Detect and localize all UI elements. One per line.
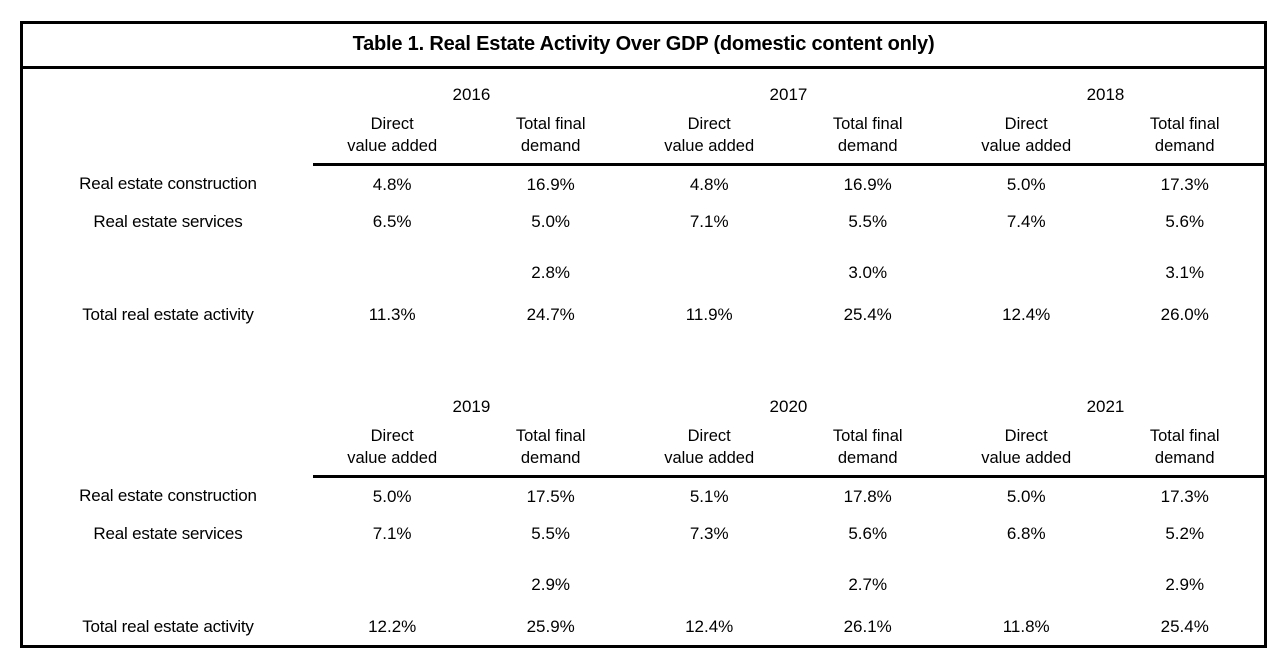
data-cell: 17.5% bbox=[526, 486, 575, 506]
data-cell bbox=[947, 240, 1106, 296]
real-estate-gdp-table: Table 1. Real Estate Activity Over GDP (… bbox=[20, 21, 1267, 648]
data-cell: 2.9% bbox=[531, 575, 571, 594]
column-header-total: Total final demand bbox=[1105, 109, 1264, 166]
column-header-total: Total final demand bbox=[471, 421, 630, 478]
data-cell: 24.7% bbox=[526, 304, 575, 324]
data-cell: 12.2% bbox=[368, 616, 417, 636]
data-cell: 11.8% bbox=[1002, 616, 1050, 636]
data-cell: 5.2% bbox=[1165, 523, 1205, 543]
year-header: 2019 bbox=[452, 397, 491, 416]
table-row-total: Total real estate activity 11.3% 24.7% 1… bbox=[23, 296, 1264, 333]
data-cell: 5.5% bbox=[848, 211, 888, 231]
column-header-total: Total final demand bbox=[788, 109, 947, 166]
empty-cell bbox=[23, 421, 313, 477]
data-cell bbox=[630, 240, 789, 296]
row-label bbox=[23, 552, 313, 608]
table-row-services: Real estate services 6.5% 5.0% 7.1% 5.5%… bbox=[23, 203, 1264, 240]
year-header: 2018 bbox=[1086, 85, 1125, 104]
row-label: Real estate services bbox=[93, 211, 243, 231]
data-cell: 5.1% bbox=[689, 486, 729, 506]
row-label bbox=[23, 240, 313, 296]
column-header-row: Direct value added Total final demand Di… bbox=[23, 421, 1264, 478]
data-cell: 11.3% bbox=[368, 304, 416, 324]
data-cell: 5.0% bbox=[531, 211, 571, 231]
data-cell: 2.9% bbox=[1165, 575, 1205, 594]
data-cell: 5.6% bbox=[1165, 211, 1205, 231]
empty-cell bbox=[23, 69, 313, 109]
data-cell: 16.9% bbox=[843, 174, 892, 194]
data-cell: 3.1% bbox=[1165, 263, 1205, 282]
year-header: 2016 bbox=[452, 85, 491, 104]
data-cell bbox=[313, 552, 472, 608]
data-cell: 2.8% bbox=[531, 263, 571, 282]
column-header-direct: Direct value added bbox=[312, 421, 472, 478]
table-row-services: Real estate services 7.1% 5.5% 7.3% 5.6%… bbox=[23, 515, 1264, 552]
data-cell: 5.0% bbox=[1006, 174, 1046, 194]
data-cell: 25.4% bbox=[843, 304, 892, 324]
column-header-direct: Direct value added bbox=[946, 109, 1106, 166]
column-header-row: Direct value added Total final demand Di… bbox=[23, 109, 1264, 166]
column-header-total: Total final demand bbox=[788, 421, 947, 478]
data-cell: 5.6% bbox=[848, 523, 888, 543]
table-row-construction: Real estate construction 5.0% 17.5% 5.1%… bbox=[23, 477, 1264, 516]
table-row-unlabeled: 2.8% 3.0% 3.1% bbox=[23, 240, 1264, 296]
data-cell: 4.8% bbox=[372, 174, 412, 194]
year-header: 2020 bbox=[769, 397, 808, 416]
column-header-direct: Direct value added bbox=[629, 109, 789, 166]
data-cell: 7.3% bbox=[689, 523, 729, 543]
data-cell: 25.4% bbox=[1160, 616, 1209, 636]
year-header: 2017 bbox=[769, 85, 808, 104]
row-label: Real estate construction bbox=[79, 173, 257, 193]
column-header-direct: Direct value added bbox=[312, 109, 472, 166]
empty-cell bbox=[23, 381, 313, 421]
row-label: Total real estate activity bbox=[82, 304, 254, 324]
data-cell: 26.1% bbox=[843, 616, 892, 636]
year-header: 2021 bbox=[1086, 397, 1125, 416]
data-cell: 5.0% bbox=[1006, 486, 1046, 506]
data-cell: 5.5% bbox=[531, 523, 571, 543]
data-cell bbox=[313, 240, 472, 296]
table-row-construction: Real estate construction 4.8% 16.9% 4.8%… bbox=[23, 165, 1264, 204]
data-cell bbox=[947, 552, 1106, 608]
data-cell bbox=[630, 552, 789, 608]
data-cell: 6.8% bbox=[1006, 523, 1046, 543]
row-label: Real estate construction bbox=[79, 485, 257, 505]
data-cell: 7.1% bbox=[689, 211, 729, 231]
data-table: 2016 2017 2018 Direct value added Total … bbox=[23, 69, 1264, 645]
data-cell: 17.3% bbox=[1160, 486, 1209, 506]
data-cell: 17.8% bbox=[843, 486, 892, 506]
data-cell: 2.7% bbox=[848, 575, 888, 594]
data-cell: 7.1% bbox=[372, 523, 412, 543]
spacer-cell bbox=[23, 333, 1264, 381]
data-cell: 4.8% bbox=[689, 174, 729, 194]
column-header-total: Total final demand bbox=[471, 109, 630, 166]
data-cell: 25.9% bbox=[526, 616, 575, 636]
table-title: Table 1. Real Estate Activity Over GDP (… bbox=[23, 24, 1264, 69]
column-header-total: Total final demand bbox=[1105, 421, 1264, 478]
year-header-row: 2019 2020 2021 bbox=[23, 381, 1264, 421]
data-cell: 16.9% bbox=[526, 174, 575, 194]
data-cell: 12.4% bbox=[685, 616, 734, 636]
data-cell: 26.0% bbox=[1160, 304, 1209, 324]
row-label: Real estate services bbox=[93, 523, 243, 543]
column-header-direct: Direct value added bbox=[629, 421, 789, 478]
data-cell: 3.0% bbox=[848, 263, 888, 282]
data-cell: 17.3% bbox=[1160, 174, 1209, 194]
data-cell: 7.4% bbox=[1006, 211, 1046, 231]
data-cell: 11.9% bbox=[685, 304, 733, 324]
data-cell: 5.0% bbox=[372, 486, 412, 506]
empty-cell bbox=[23, 109, 313, 165]
table-row-total: Total real estate activity 12.2% 25.9% 1… bbox=[23, 608, 1264, 645]
row-label: Total real estate activity bbox=[82, 616, 254, 636]
year-header-row: 2016 2017 2018 bbox=[23, 69, 1264, 109]
column-header-direct: Direct value added bbox=[946, 421, 1106, 478]
data-cell: 6.5% bbox=[372, 211, 412, 231]
table-row-unlabeled: 2.9% 2.7% 2.9% bbox=[23, 552, 1264, 608]
data-cell: 12.4% bbox=[1002, 304, 1051, 324]
section-spacer bbox=[23, 333, 1264, 381]
